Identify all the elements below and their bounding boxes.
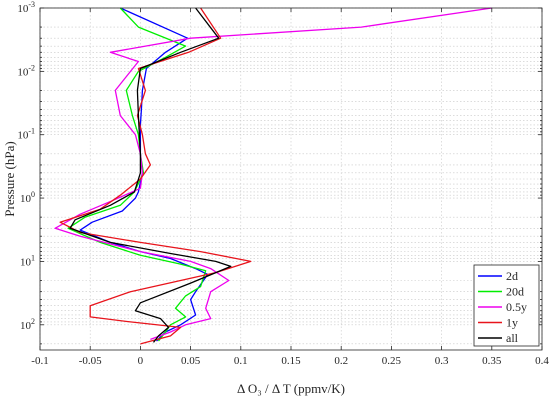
y-tick-label: 10-1 <box>17 127 35 142</box>
x-tick-label: -0.05 <box>79 355 102 367</box>
legend-label-2d: 2d <box>506 269 518 283</box>
legend-label-all: all <box>506 331 519 345</box>
legend-label-0.5y: 0.5y <box>506 300 527 314</box>
y-tick-label: 10-3 <box>17 0 35 15</box>
legend-box <box>473 264 540 347</box>
y-axis-label: Pressure (hPa) <box>2 141 17 216</box>
series-line-2d <box>79 7 209 342</box>
series-line-20d <box>67 7 207 342</box>
x-tick-label: 0.35 <box>482 355 502 367</box>
x-tick-label: 0 <box>138 355 144 367</box>
x-tick-label: 0.2 <box>334 355 348 367</box>
x-tick-label: 0.05 <box>181 355 201 367</box>
y-tick-label: 102 <box>20 317 35 332</box>
x-tick-label: 0.4 <box>535 355 549 367</box>
x-tick-label: 0.25 <box>382 355 402 367</box>
series-line-all <box>69 7 232 343</box>
y-tick-label: 100 <box>20 190 35 205</box>
x-axis-label: Δ O₃ / Δ T (ppmv/K) <box>237 381 345 396</box>
series-line-0.5y <box>54 7 492 341</box>
y-tick-label: 10-2 <box>17 63 35 78</box>
series-line-1y <box>59 7 252 345</box>
x-tick-label: 0.15 <box>281 355 301 367</box>
x-tick-label: 0.1 <box>234 355 248 367</box>
legend-label-1y: 1y <box>506 316 518 330</box>
x-tick-label: 0.3 <box>435 355 449 367</box>
series-layer <box>54 7 492 345</box>
y-tick-label: 101 <box>20 253 35 268</box>
x-tick-label: -0.1 <box>31 355 48 367</box>
axis-ticks: -0.1 -0.05 0 0.05 0.1 0.15 0.2 0.25 0.3 0.35 0.4 10… <box>17 0 549 367</box>
legend-label-20d: 20d <box>506 285 524 299</box>
